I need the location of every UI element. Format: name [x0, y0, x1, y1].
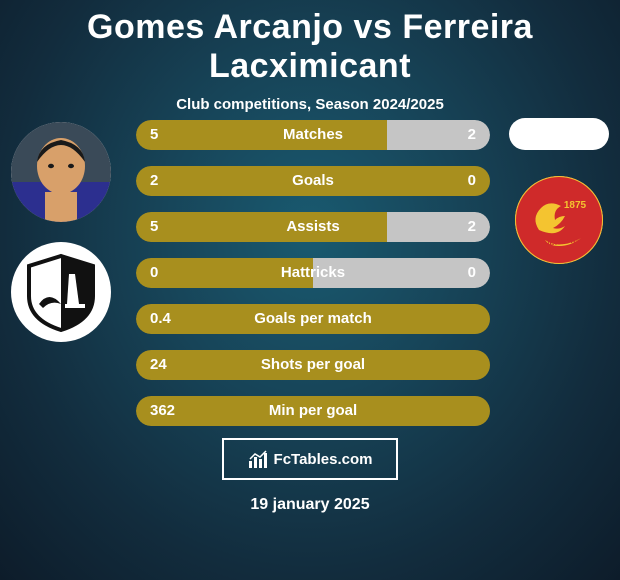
brand-chart-icon: [248, 449, 268, 469]
stat-left-value: 5: [150, 120, 158, 150]
player1-name: Gomes Arcanjo: [87, 8, 344, 46]
stat-label: Hattricks: [136, 258, 490, 288]
player2-avatar: [509, 118, 609, 150]
stat-left-value: 24: [150, 350, 167, 380]
stat-row: Min per goal362: [136, 396, 490, 426]
stat-row: Goals per match0.4: [136, 304, 490, 334]
stat-left-value: 2: [150, 166, 158, 196]
stat-label: Goals per match: [136, 304, 490, 334]
stat-left-value: 0: [150, 258, 158, 288]
stat-left-value: 5: [150, 212, 158, 242]
comparison-title: Gomes Arcanjo vs Ferreira Lacximicant: [0, 0, 620, 86]
stat-label: Assists: [136, 212, 490, 242]
stat-label: Goals: [136, 166, 490, 196]
right-avatar-column: 1875 NEWTOWN: [504, 118, 614, 264]
stat-label: Min per goal: [136, 396, 490, 426]
player1-club-badge: [11, 242, 111, 342]
stat-row: Shots per goal24: [136, 350, 490, 380]
stat-left-value: 362: [150, 396, 175, 426]
stat-right-value: 2: [468, 120, 476, 150]
player2-club-badge: 1875 NEWTOWN: [515, 176, 603, 264]
club2-badge-icon: 1875 NEWTOWN: [515, 176, 603, 264]
vs-text: vs: [354, 8, 393, 46]
player1-avatar: [11, 122, 111, 222]
stat-right-value: 0: [468, 166, 476, 196]
stat-label: Matches: [136, 120, 490, 150]
comparison-subtitle: Club competitions, Season 2024/2025: [0, 96, 620, 113]
stat-row: Assists5 2: [136, 212, 490, 242]
comparison-date: 19 january 2025: [0, 496, 620, 514]
stat-left-value: 0.4: [150, 304, 171, 334]
comparison-bars: Matches52Goals20Assists52Hattricks00Goal…: [136, 120, 490, 442]
stat-row: Matches5 2: [136, 120, 490, 150]
brand-text: FcTables.com: [274, 451, 373, 468]
brand-badge[interactable]: FcTables.com: [222, 438, 398, 480]
stat-row: Goals2 0: [136, 166, 490, 196]
stat-right-value: 0: [468, 258, 476, 288]
stat-row: Hattricks0 0: [136, 258, 490, 288]
player1-face-icon: [11, 122, 111, 222]
left-avatar-column: [6, 122, 116, 342]
stat-label: Shots per goal: [136, 350, 490, 380]
svg-text:1875: 1875: [564, 200, 587, 211]
stat-right-value: 2: [468, 212, 476, 242]
club1-badge-icon: [21, 252, 101, 332]
